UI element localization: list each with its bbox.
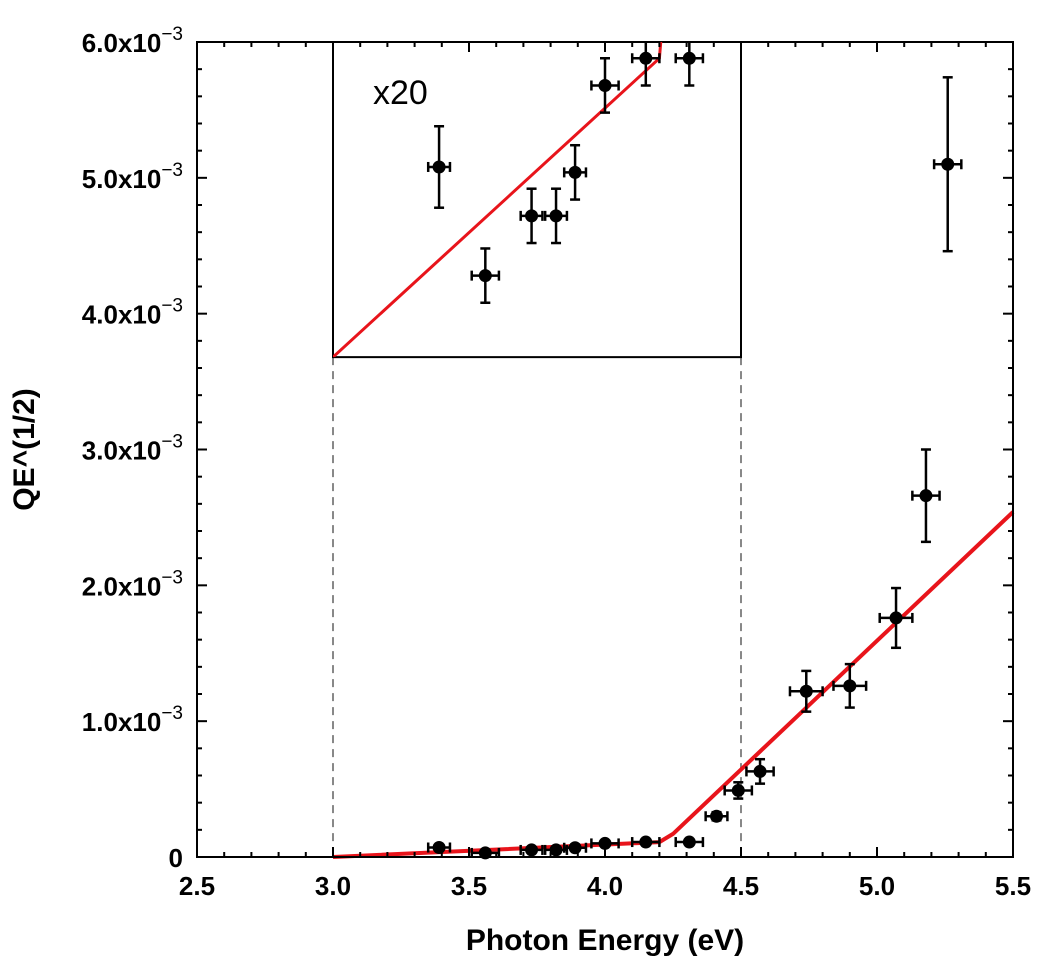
point-marker xyxy=(432,160,446,174)
y-tick-label: 3.0x10−3 xyxy=(82,432,183,466)
inset-frame xyxy=(332,41,742,359)
x-tick-label: 4.5 xyxy=(723,871,759,901)
data-point-6 xyxy=(630,835,661,849)
data-point-0 xyxy=(426,840,452,854)
inset-point-2 xyxy=(519,187,544,245)
point-marker xyxy=(568,841,582,855)
y-tick-label: 6.0x10−3 xyxy=(82,24,183,58)
x-tick-label: 5.5 xyxy=(995,871,1031,901)
point-marker xyxy=(478,269,492,283)
y-tick-label: 4.0x10−3 xyxy=(82,296,183,330)
point-marker xyxy=(799,684,813,698)
point-marker xyxy=(525,843,539,857)
data-point-10 xyxy=(745,757,775,785)
y-tick-label: 5.0x10−3 xyxy=(82,160,183,194)
point-marker xyxy=(682,835,696,849)
data-point-5 xyxy=(590,836,620,850)
inset-point-0 xyxy=(426,124,452,209)
inset-scale-label: x20 xyxy=(373,74,428,112)
point-marker xyxy=(731,783,745,797)
data-point-8 xyxy=(704,809,729,823)
point-marker xyxy=(753,764,767,778)
inset-point-5 xyxy=(590,57,620,114)
inset-content xyxy=(333,42,705,358)
point-marker xyxy=(710,809,724,823)
fit-curves xyxy=(332,510,1015,859)
inset-point-7 xyxy=(674,42,705,87)
x-tick-label: 4.0 xyxy=(587,871,623,901)
point-marker xyxy=(525,209,539,223)
data-point-12 xyxy=(832,662,868,709)
axis-ticks: 2.5 3.0 3.5 4.0 4.5 5.0 5.5 0 1.0x10−3 2.0x10−3 3.… xyxy=(82,24,1031,901)
point-marker xyxy=(941,157,955,171)
y-tick-label: 0 xyxy=(169,843,183,873)
point-marker xyxy=(889,611,903,625)
inset-point-1 xyxy=(470,247,501,305)
data-points xyxy=(426,76,963,860)
x-tick-label: 5.0 xyxy=(859,871,895,901)
point-marker xyxy=(432,840,446,854)
x-tick-label: 3.5 xyxy=(451,871,487,901)
inset: x20 xyxy=(332,41,742,359)
inset-point-6 xyxy=(630,42,661,87)
data-point-13 xyxy=(878,586,914,650)
point-marker xyxy=(598,78,612,92)
data-point-15 xyxy=(932,76,963,253)
x-axis-title: Photon Energy (eV) xyxy=(466,924,744,957)
y-axis-title: QE^(1/2) xyxy=(8,388,41,511)
point-marker xyxy=(568,165,582,179)
x-tick-label: 3.0 xyxy=(315,871,351,901)
data-point-2 xyxy=(519,843,544,857)
y-tick-label: 1.0x10−3 xyxy=(82,703,183,737)
point-marker xyxy=(549,209,563,223)
fit-line xyxy=(332,510,1015,859)
data-point-3 xyxy=(543,843,569,857)
point-marker xyxy=(639,835,653,849)
data-point-11 xyxy=(788,669,824,713)
point-marker xyxy=(843,679,857,693)
inset-point-4 xyxy=(562,143,588,201)
point-marker xyxy=(598,836,612,850)
point-marker xyxy=(682,51,696,65)
point-marker xyxy=(919,489,933,503)
y-tick-label: 2.0x10−3 xyxy=(82,567,183,601)
inset-fit-line xyxy=(333,42,663,358)
point-marker xyxy=(639,51,653,65)
guide-lines xyxy=(332,357,742,857)
data-point-9 xyxy=(723,781,754,800)
x-tick-label: 2.5 xyxy=(179,871,215,901)
data-point-14 xyxy=(911,448,941,544)
point-marker xyxy=(549,843,563,857)
data-point-4 xyxy=(562,841,588,855)
data-point-7 xyxy=(674,835,705,849)
inset-point-3 xyxy=(543,187,569,245)
